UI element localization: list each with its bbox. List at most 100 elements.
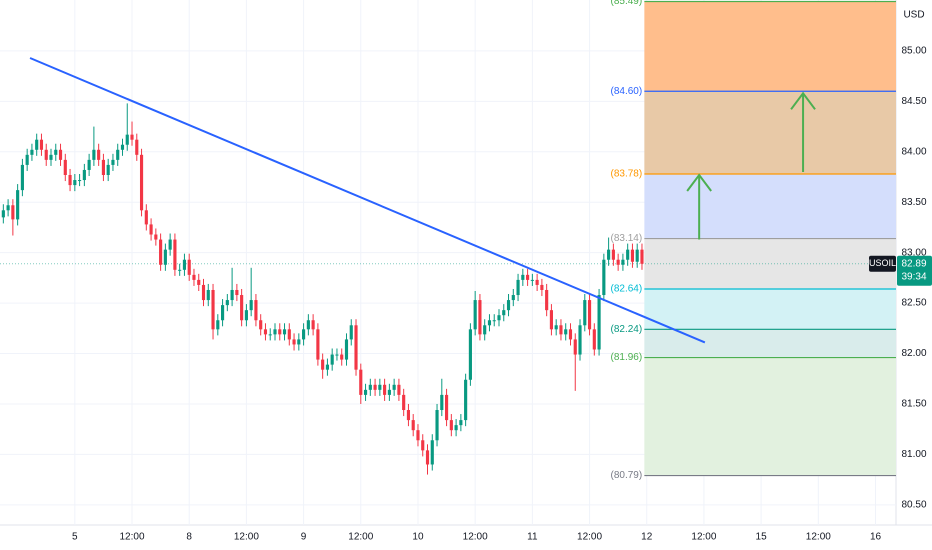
candle-body	[378, 384, 382, 390]
candle-body	[54, 149, 58, 155]
y-tick-label: 82.00	[901, 348, 926, 359]
x-tick-label: 12:00	[120, 532, 145, 543]
candle-body	[220, 305, 225, 321]
y-tick-label: 85.00	[901, 46, 926, 57]
candle-body	[621, 259, 625, 265]
candle-body	[154, 234, 158, 240]
candle-body	[16, 190, 20, 220]
candle-body	[478, 300, 482, 335]
candle-body	[602, 259, 606, 296]
x-tick-label: 8	[186, 532, 192, 543]
candle-body	[321, 359, 325, 370]
candle-body	[1, 210, 5, 218]
candle-body	[511, 295, 515, 301]
symbol-badge	[869, 255, 896, 272]
candle-body	[521, 274, 525, 280]
x-tick-label: 12:00	[463, 532, 488, 543]
candle-body	[492, 320, 496, 322]
level-label: (85.49)	[611, 0, 643, 7]
candle-body	[111, 159, 115, 165]
candle-body	[292, 339, 296, 345]
candle-body	[30, 149, 34, 155]
level-zone	[644, 91, 896, 174]
candle-body	[497, 315, 501, 321]
price-label: 82.89	[901, 258, 926, 269]
candle-body	[159, 239, 163, 265]
candle-body	[473, 300, 477, 330]
candle-body	[35, 139, 39, 150]
currency-label: USD	[903, 10, 924, 21]
candle-body	[573, 339, 577, 355]
x-tick-label: 12:00	[234, 532, 259, 543]
candle-body	[373, 384, 377, 390]
y-tick-label: 83.00	[901, 247, 926, 258]
candle-body	[311, 320, 315, 330]
candle-body	[230, 289, 234, 301]
x-tick-label: 10	[412, 532, 424, 543]
x-tick-label: 9	[301, 532, 307, 543]
candle-body	[554, 325, 558, 330]
candle-body	[306, 320, 310, 330]
candle-body	[506, 300, 511, 311]
arrow-head	[790, 91, 816, 110]
arrow-head	[686, 173, 712, 192]
candle-body	[82, 169, 86, 181]
x-tick-label: 12:00	[577, 532, 602, 543]
candle-body	[568, 329, 573, 340]
candle-body	[297, 339, 301, 345]
candle-body	[516, 279, 520, 296]
candle-body	[459, 420, 463, 426]
candle-body	[545, 289, 549, 311]
candle-body	[11, 205, 15, 220]
candle-body	[120, 144, 125, 150]
candle-body	[49, 154, 53, 160]
candle-body	[559, 325, 563, 335]
candle-body	[330, 354, 334, 365]
candle-body	[63, 159, 67, 175]
candle-body	[411, 420, 415, 431]
price-badge	[897, 255, 932, 286]
candle-body	[502, 310, 506, 316]
candle-body	[87, 159, 91, 170]
candle-body	[530, 279, 534, 281]
candle-body	[592, 329, 596, 350]
level-zone	[644, 238, 896, 289]
candle-body	[454, 425, 458, 431]
level-label: (83.14)	[611, 233, 643, 244]
candle-body	[139, 154, 144, 211]
y-tick-label: 84.50	[901, 96, 926, 107]
candle-body	[383, 384, 387, 395]
candle-body	[135, 139, 139, 155]
candle-body	[302, 329, 306, 340]
candle-body	[282, 329, 287, 335]
candle-body	[363, 389, 368, 395]
candle-body	[349, 325, 353, 340]
candle-body	[483, 325, 487, 335]
candle-body	[20, 164, 24, 191]
candle-body	[173, 239, 177, 270]
candle-body	[268, 334, 272, 336]
candle-body	[344, 339, 349, 360]
candle-body	[73, 180, 77, 186]
candle-body	[464, 379, 468, 421]
candle-body	[216, 320, 220, 330]
candle-body	[421, 440, 425, 451]
candle-body	[440, 394, 444, 411]
candle-body	[249, 300, 253, 311]
x-tick-label: 12	[641, 532, 653, 543]
candle-body	[149, 224, 153, 235]
candle-body	[273, 329, 277, 335]
level-zone	[644, 357, 896, 476]
candle-body	[578, 325, 582, 355]
candle-body	[130, 134, 134, 140]
candle-body	[402, 394, 406, 411]
candle-body	[58, 149, 63, 160]
candle-body	[425, 450, 430, 465]
candle-body	[235, 289, 239, 296]
candle-body	[359, 369, 363, 395]
level-label: (84.60)	[611, 86, 643, 97]
candle-body	[197, 279, 201, 285]
candle-body	[106, 164, 110, 175]
candle-body	[340, 354, 344, 360]
level-zone	[644, 173, 896, 239]
